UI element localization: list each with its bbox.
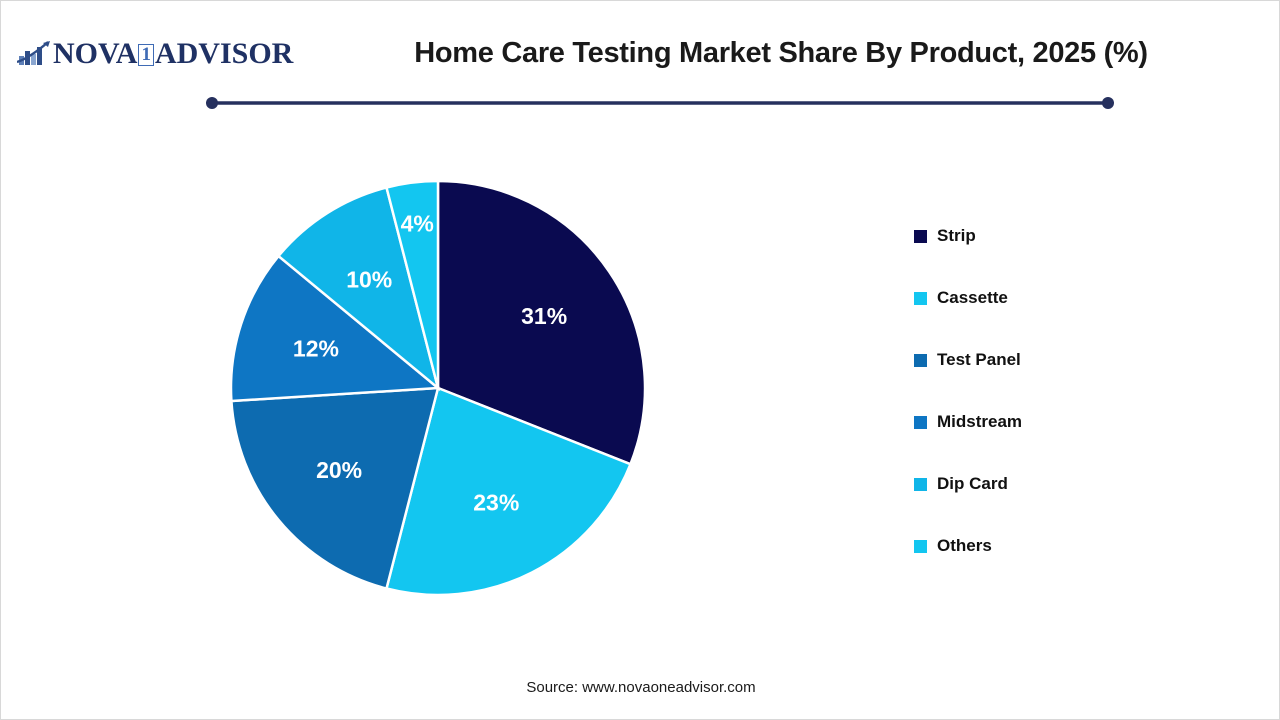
logo-wordmark: NOVA 1 ADVISOR — [53, 39, 293, 69]
legend-item[interactable]: Midstream — [914, 391, 1214, 453]
legend-label: Cassette — [937, 288, 1008, 307]
pie-slice[interactable] — [230, 386, 440, 591]
pie-slice[interactable] — [229, 254, 442, 403]
legend-item[interactable]: Test Panel — [914, 329, 1214, 391]
logo-badge-one: 1 — [138, 44, 154, 66]
bar-chart-logo-icon — [17, 41, 50, 65]
pie-slice[interactable] — [384, 386, 633, 597]
legend-swatch-icon — [914, 539, 927, 553]
legend-label: Test Panel — [937, 350, 1021, 369]
legend-item[interactable]: Dip Card — [914, 453, 1214, 515]
pie-slice[interactable] — [384, 179, 440, 389]
pie-slice-label: 4% — [401, 211, 434, 237]
pie-slice-label: 23% — [473, 489, 519, 515]
pie-slice[interactable] — [436, 179, 647, 466]
legend-swatch-icon — [914, 229, 927, 243]
logo-text-nova: NOVA — [53, 37, 138, 70]
title-divider — [206, 97, 1114, 109]
legend-label: Others — [937, 536, 992, 555]
legend-swatch-icon — [914, 291, 927, 305]
pie-chart-svg: 31% 23% 20% 12% 10% 4% — [229, 179, 647, 597]
legend-swatch-icon — [914, 415, 927, 429]
legend-swatch-icon — [914, 477, 927, 491]
legend-item[interactable]: Strip — [914, 205, 1214, 267]
legend-item[interactable]: Others — [914, 515, 1214, 577]
chart-title: Home Care Testing Market Share By Produc… — [414, 37, 1148, 69]
pie-slice-label: 12% — [293, 335, 339, 361]
source-note: Source: www.novaoneadvisor.com — [526, 679, 756, 696]
legend-item[interactable]: Cassette — [914, 267, 1214, 329]
pie-chart: 31% 23% 20% 12% 10% 4% — [226, 176, 676, 616]
legend-swatch-icon — [914, 353, 927, 367]
pie-slice-group — [229, 179, 647, 597]
legend-label: Midstream — [937, 412, 1023, 431]
pie-slice-label: 10% — [346, 267, 392, 293]
legend-label: Dip Card — [937, 474, 1008, 493]
pie-slice-label: 20% — [316, 457, 362, 483]
logo-text-advisor: ADVISOR — [154, 37, 294, 70]
chart-legend: Strip Cassette Test Panel Midstream Dip Card… — [914, 205, 1214, 577]
pie-label-group: 31% 23% 20% 12% 10% 4% — [293, 211, 567, 516]
pie-slice-label: 31% — [521, 303, 567, 329]
nova-one-advisor-logo: NOVA 1 ADVISOR — [17, 34, 293, 74]
legend-label: Strip — [937, 226, 976, 245]
